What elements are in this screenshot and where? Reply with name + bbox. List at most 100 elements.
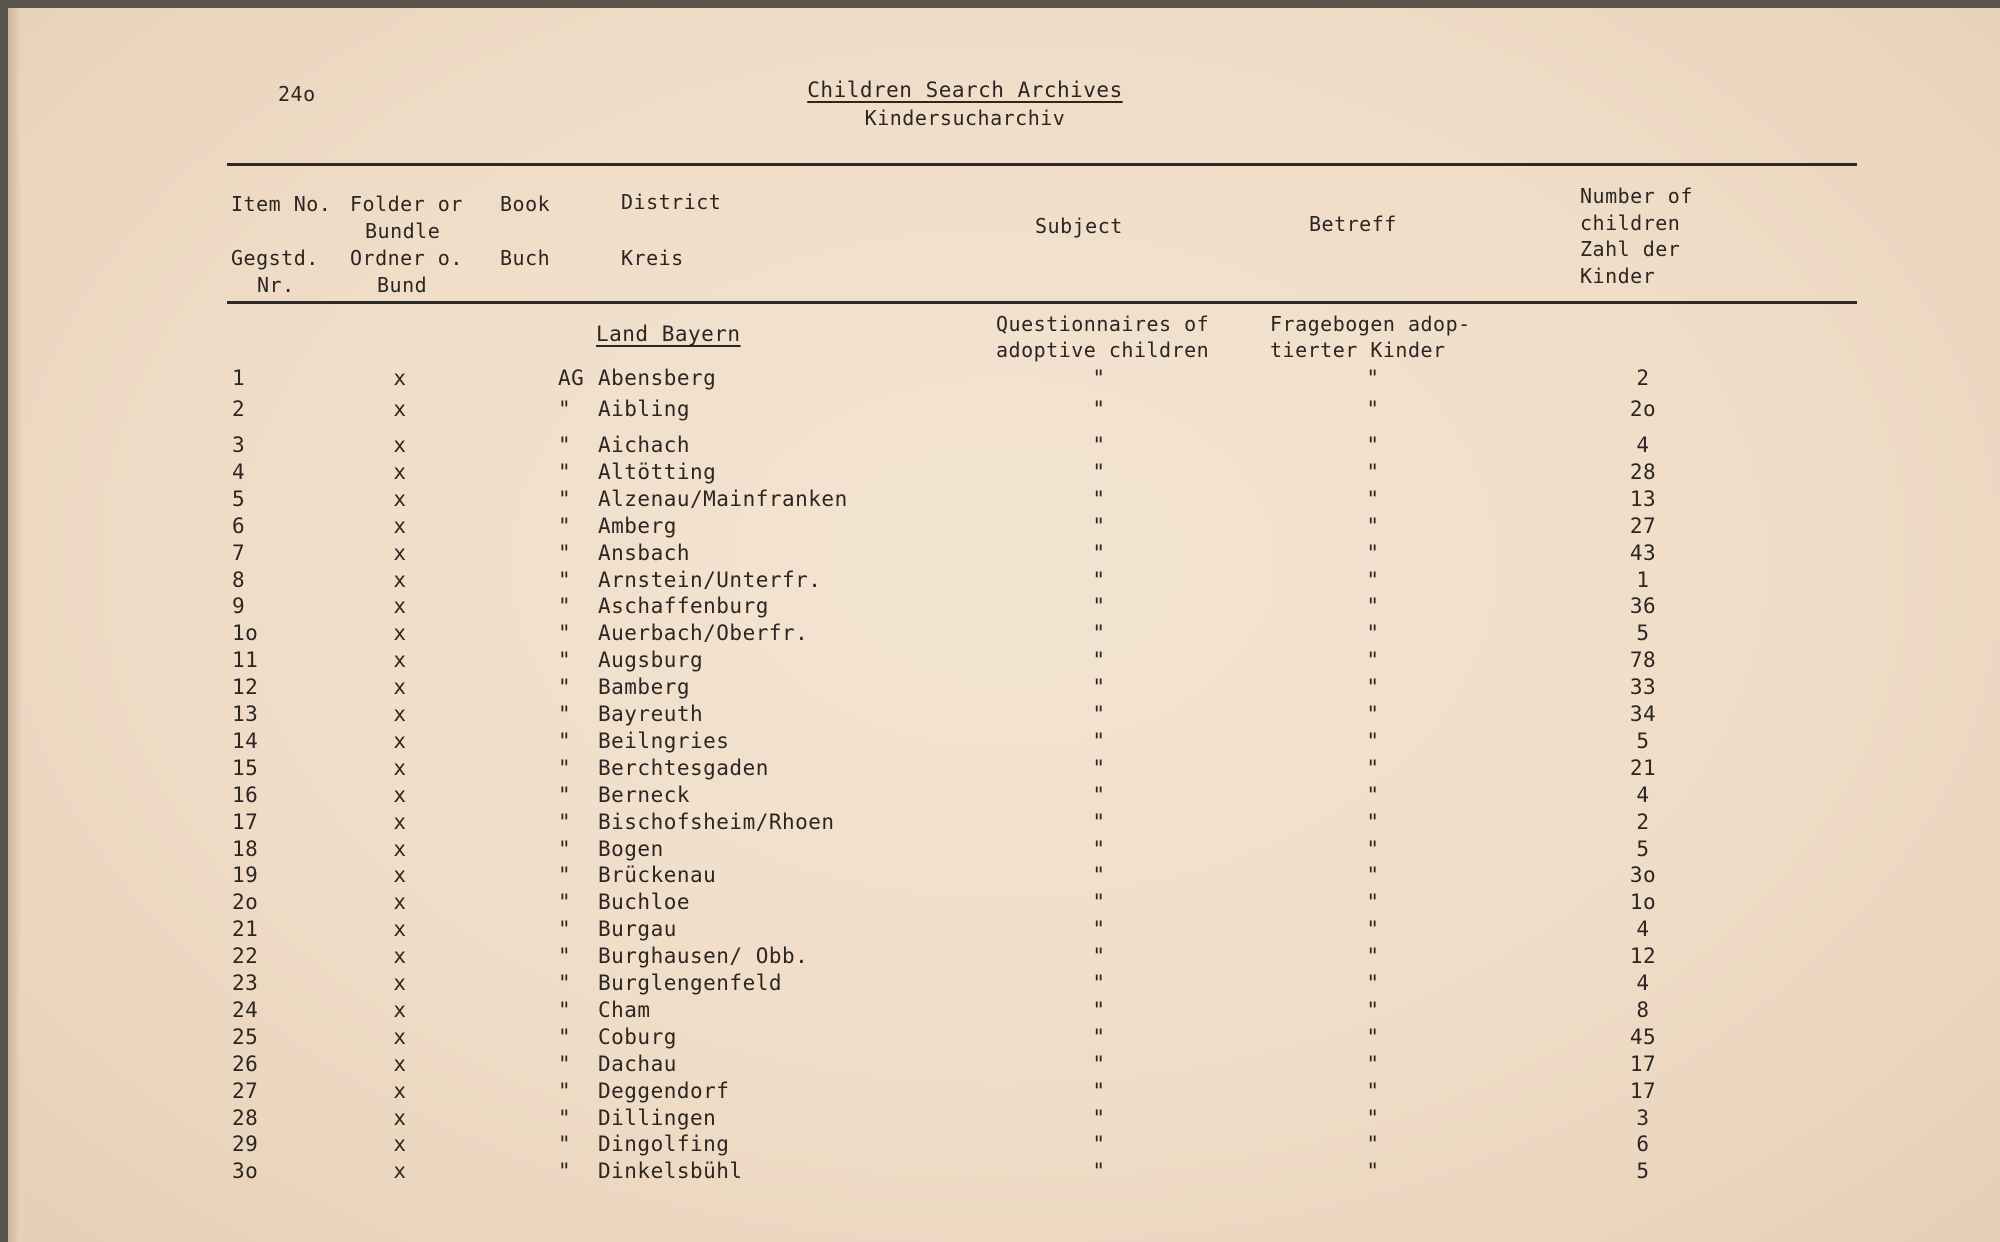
cell-book: " — [558, 397, 572, 421]
cell-item: 4 — [232, 459, 246, 484]
cell-item: 15 — [232, 755, 259, 780]
cell-district: Bayreuth — [598, 702, 704, 726]
cell-folder: x — [393, 944, 407, 969]
cell-betreff: " — [1366, 863, 1380, 888]
cell-subject: " — [1092, 1132, 1106, 1157]
cell-book: " — [558, 648, 572, 673]
cell-folder: x — [393, 540, 407, 565]
header-book-en: Book — [500, 192, 551, 216]
cell-district: Abensberg — [598, 366, 717, 390]
cell-district: Coburg — [598, 1024, 677, 1049]
cell-count: 17 — [1629, 1078, 1657, 1103]
cell-betreff: " — [1366, 1024, 1380, 1049]
cell-subject: " — [1092, 997, 1106, 1022]
cell-book: " — [558, 863, 572, 888]
cell-folder: x — [393, 755, 407, 780]
cell-item: 2o — [232, 890, 259, 915]
cell-subject: " — [1092, 1078, 1106, 1103]
cell-count: 1o — [1629, 890, 1657, 915]
document-page — [8, 8, 2000, 1242]
cell-district: Bogen — [598, 836, 664, 861]
cell-subject: " — [1092, 1024, 1106, 1049]
cell-district: Cham — [598, 997, 651, 1022]
cell-folder: x — [393, 366, 407, 390]
cell-item: 11 — [232, 648, 259, 673]
cell-book: " — [558, 1051, 572, 1076]
header-rule — [227, 301, 1857, 304]
cell-district: Berchtesgaden — [598, 755, 769, 780]
cell-item: 8 — [232, 567, 246, 592]
cell-district: Arnstein/Unterfr. — [598, 567, 822, 592]
cell-betreff: " — [1366, 648, 1380, 673]
cell-count: 21 — [1629, 755, 1657, 780]
cell-folder: x — [393, 782, 407, 807]
subject-text-1: Questionnaires of — [996, 312, 1210, 336]
header-book-de: Buch — [500, 246, 551, 270]
header-folder-en: Folder or — [350, 192, 463, 216]
cell-folder: x — [393, 971, 407, 995]
cell-count: 2 — [1636, 809, 1650, 834]
cell-count: 27 — [1629, 513, 1657, 538]
cell-count: 78 — [1629, 648, 1657, 673]
cell-betreff: " — [1366, 836, 1380, 861]
cell-subject: " — [1092, 1051, 1106, 1076]
header-subject: Subject — [1035, 214, 1123, 238]
cell-book: " — [558, 755, 572, 780]
cell-folder: x — [393, 459, 407, 484]
cell-book: " — [558, 728, 572, 753]
cell-subject: " — [1092, 397, 1106, 421]
cell-book: " — [558, 917, 572, 942]
cell-count: 3 — [1636, 1105, 1650, 1130]
cell-item: 2 — [232, 397, 246, 421]
cell-district: Burglengenfeld — [598, 971, 783, 995]
cell-item: 3 — [232, 433, 246, 457]
cell-book: " — [558, 782, 572, 807]
cell-item: 13 — [232, 702, 259, 726]
cell-district: Augsburg — [598, 648, 704, 673]
cell-subject: " — [1092, 728, 1106, 753]
cell-folder: x — [393, 1159, 407, 1184]
cell-betreff: " — [1366, 1051, 1380, 1076]
cell-subject: " — [1092, 863, 1106, 888]
cell-betreff: " — [1366, 944, 1380, 969]
cell-district: Burghausen/ Obb. — [598, 944, 809, 969]
cell-betreff: " — [1366, 1105, 1380, 1130]
cell-subject: " — [1092, 809, 1106, 834]
cell-book: " — [558, 567, 572, 592]
cell-betreff: " — [1366, 567, 1380, 592]
cell-item: 21 — [232, 917, 259, 942]
cell-subject: " — [1092, 648, 1106, 673]
cell-district: Amberg — [598, 513, 677, 538]
cell-item: 26 — [232, 1051, 259, 1076]
cell-book: " — [558, 486, 572, 511]
cell-folder: x — [393, 648, 407, 673]
cell-district: Ansbach — [598, 540, 691, 565]
cell-item: 12 — [232, 675, 259, 700]
cell-subject: " — [1092, 782, 1106, 807]
cell-betreff: " — [1366, 755, 1380, 780]
cell-item: 7 — [232, 540, 246, 565]
cell-book: " — [558, 944, 572, 969]
cell-subject: " — [1092, 917, 1106, 942]
cell-district: Bischofsheim/Rhoen — [598, 809, 835, 834]
cell-folder: x — [393, 675, 407, 700]
cell-count: 5 — [1636, 728, 1650, 753]
cell-count: 13 — [1629, 486, 1657, 511]
cell-count: 3o — [1629, 863, 1657, 888]
header-district-de: Kreis — [621, 246, 684, 270]
cell-folder: x — [393, 890, 407, 915]
cell-book: " — [558, 971, 572, 995]
header-number-4: Kinder — [1580, 264, 1656, 288]
header-item-de2: Nr. — [257, 273, 295, 297]
cell-betreff: " — [1366, 513, 1380, 538]
header-item-en: Item No. — [231, 192, 332, 216]
cell-district: Altötting — [598, 459, 717, 484]
header-folder-en2: Bundle — [365, 219, 441, 243]
cell-item: 5 — [232, 486, 246, 511]
header-item-de: Gegstd. — [231, 246, 319, 270]
cell-betreff: " — [1366, 621, 1380, 646]
page-title: Children Search Archives — [807, 78, 1123, 102]
page-edge — [8, 8, 22, 1242]
cell-district: Dingolfing — [598, 1132, 730, 1157]
cell-subject: " — [1092, 836, 1106, 861]
